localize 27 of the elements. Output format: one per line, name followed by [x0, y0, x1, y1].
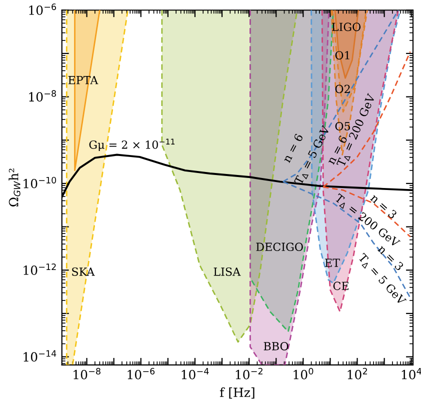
- annotation: LISA: [214, 267, 241, 276]
- x-tick-label: 10$^{−6}$: [128, 368, 155, 380]
- annotation: CE: [333, 282, 348, 290]
- x-tick-label: 10$^{2}$: [348, 368, 367, 380]
- y-tick-label: 10$^{−12}$: [24, 264, 56, 275]
- x-tick-label: 10$^{4}$: [402, 368, 421, 380]
- annotation: O1: [335, 51, 350, 60]
- annotation: n = 6: [282, 133, 304, 164]
- y-tick-label: 10$^{−8}$: [29, 90, 56, 102]
- annotation: EPTA: [68, 76, 98, 84]
- y-tick-label: 10$^{−14}$: [24, 350, 56, 362]
- annotation: O2: [335, 84, 350, 94]
- annotation: BBO: [264, 342, 288, 350]
- y-tick-label: 10$^{−10}$: [24, 176, 56, 188]
- annotation: Gμ = 2 × 10$^{−11}$: [89, 138, 175, 152]
- annotation: DECIGO: [256, 242, 303, 252]
- y-axis-title: Ω$_{GW}$h²: [8, 168, 20, 206]
- annotation: n = 3: [370, 193, 398, 220]
- annotation: n = 3: [377, 244, 404, 271]
- annotation: ET: [325, 258, 340, 267]
- x-axis-title: f [Hz]: [220, 387, 254, 399]
- x-tick-label: 10$^{−4}$: [182, 368, 209, 380]
- annotation: LIGO: [332, 22, 361, 32]
- x-tick-label: 10$^{−2}$: [236, 368, 262, 380]
- y-tick-label: 10$^{−6}$: [29, 4, 56, 15]
- x-tick-label: 10$^{0}$: [294, 368, 314, 380]
- x-tick-label: 10$^{−8}$: [74, 368, 100, 380]
